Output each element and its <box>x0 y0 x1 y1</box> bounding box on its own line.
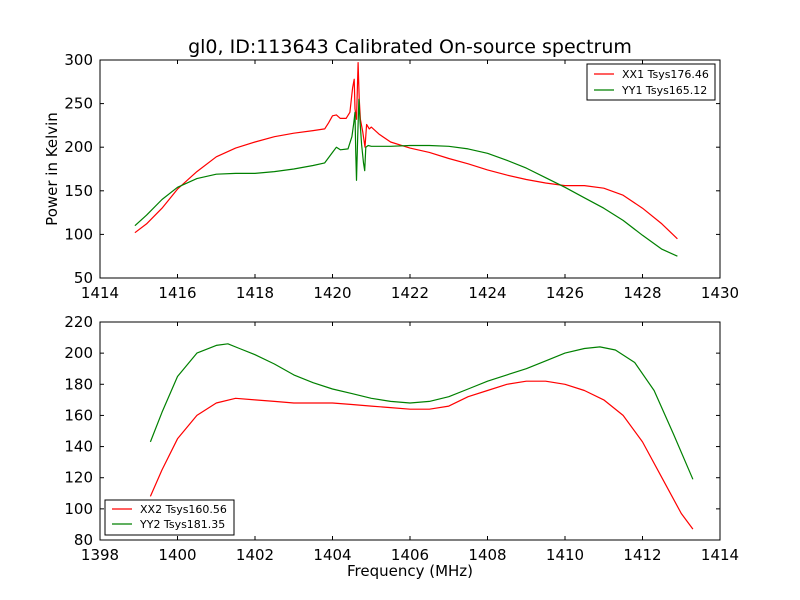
x-tick-label: 1398 <box>81 546 119 564</box>
chart-title: gl0, ID:113643 Calibrated On-source spec… <box>188 36 632 58</box>
legend-box <box>104 499 235 536</box>
legend-label-yy2: YY2 Tsys181.35 <box>139 518 225 531</box>
series-group <box>134 62 678 257</box>
y-tick-label: 100 <box>64 500 93 518</box>
x-tick-label: 1412 <box>623 546 661 564</box>
x-tick-label: 1416 <box>158 284 196 302</box>
series-line-1 <box>149 343 694 480</box>
x-tick-label: 1420 <box>313 284 351 302</box>
plot-frame <box>99 321 721 541</box>
y-tick-label: 300 <box>64 51 93 69</box>
x-tick-label: 1418 <box>236 284 274 302</box>
legend-label-xx1: XX1 Tsys176.46 <box>622 68 709 81</box>
x-tick-label: 1428 <box>623 284 661 302</box>
legend: XX1 Tsys176.46 YY1 Tsys165.12 <box>586 63 716 101</box>
x-axis-label: Frequency (MHz) <box>347 562 473 580</box>
y-tick-label: 80 <box>74 531 93 549</box>
series-group <box>149 343 694 530</box>
y-tick-label: 220 <box>64 313 93 331</box>
y-tick-label: 200 <box>64 138 93 156</box>
y-tick-label: 250 <box>64 95 93 113</box>
legend-box <box>586 63 716 101</box>
legend-label-yy1: YY1 Tsys165.12 <box>621 84 707 97</box>
x-tick-label: 1414 <box>701 546 739 564</box>
x-tick-label: 1400 <box>158 546 196 564</box>
legend-label-xx2: XX2 Tsys160.56 <box>140 503 227 516</box>
top-chart: gl0, ID:113643 Calibrated On-source spec… <box>43 36 739 302</box>
y-tick-label: 200 <box>64 344 93 362</box>
y-tick-label: 100 <box>64 225 93 243</box>
x-tick-label: 1426 <box>546 284 584 302</box>
x-tick-label: 1422 <box>391 284 429 302</box>
series-line-0 <box>134 62 678 240</box>
y-tick-label: 150 <box>64 182 93 200</box>
x-tick-label: 1424 <box>468 284 506 302</box>
y-tick-label: 140 <box>64 438 93 456</box>
x-tick-label: 1430 <box>701 284 739 302</box>
y-tick-label: 120 <box>64 469 93 487</box>
y-axis-label: Power in Kelvin <box>43 112 61 226</box>
x-tick-label: 1408 <box>468 546 506 564</box>
x-tick-label: 1410 <box>546 546 584 564</box>
legend: XX2 Tsys160.56 YY2 Tsys181.35 <box>104 499 235 536</box>
x-tick-label: 1406 <box>391 546 429 564</box>
plot-frame <box>99 59 721 279</box>
tick-group: 1414 1416 1418 1420 1422 1424 1426 1428 1430 50 10… <box>64 51 739 302</box>
y-tick-label: 160 <box>64 406 93 424</box>
series-line-1 <box>134 98 678 257</box>
x-tick-label: 1414 <box>81 284 119 302</box>
series-line-0 <box>149 380 694 530</box>
y-tick-label: 50 <box>74 269 93 287</box>
bottom-chart: Frequency (MHz) 1398 1400 1402 1404 1406 1408… <box>64 313 739 580</box>
x-tick-label: 1402 <box>236 546 274 564</box>
x-tick-label: 1404 <box>313 546 351 564</box>
y-tick-label: 180 <box>64 375 93 393</box>
